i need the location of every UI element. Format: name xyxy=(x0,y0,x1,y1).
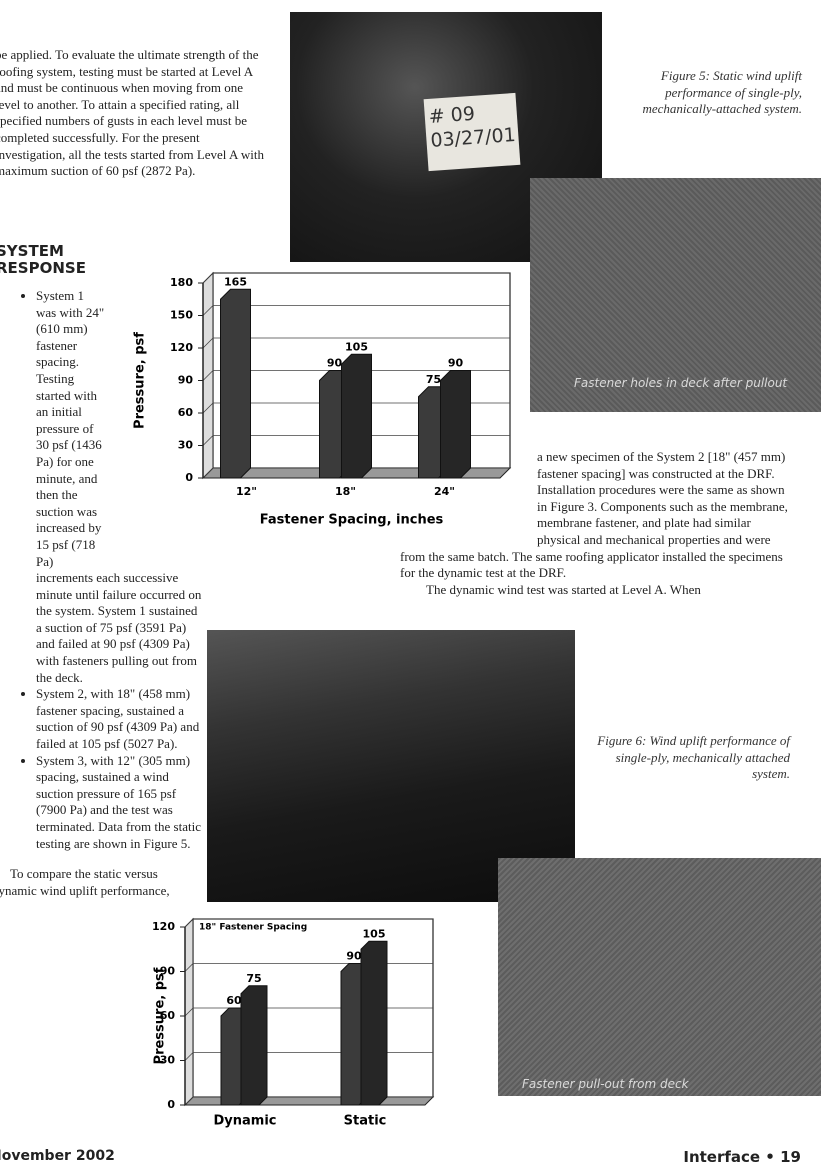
bar xyxy=(360,940,388,1106)
grid-line xyxy=(202,272,510,284)
data-label: 60 xyxy=(226,994,242,1007)
x-tick-label: 12" xyxy=(236,485,257,498)
x-tick-label: 18" xyxy=(335,485,356,498)
y-tick-label: 30 xyxy=(178,439,194,452)
x-tick-label: 24" xyxy=(434,485,455,498)
photo: Fastener pull-out from deck xyxy=(498,858,821,1096)
y-tick-label: 60 xyxy=(178,406,194,419)
x-tick-label: Dynamic xyxy=(213,1114,276,1129)
paragraph: To compare the static versus dynamic win… xyxy=(0,866,170,898)
grid-line xyxy=(202,370,510,381)
y-axis-title: Pressure, psf xyxy=(133,332,148,429)
y-tick-label: 60 xyxy=(160,1009,176,1022)
footer-page: Interface • 19 xyxy=(683,1148,801,1166)
bar xyxy=(220,288,251,479)
grid-line xyxy=(184,918,433,928)
bar xyxy=(240,985,268,1106)
grid-line xyxy=(202,435,510,446)
y-tick-label: 120 xyxy=(170,341,193,354)
x-axis-title: Fastener Spacing, inches xyxy=(260,513,444,528)
photo xyxy=(207,630,575,902)
paragraph: be applied. To evaluate the ultimate str… xyxy=(0,47,264,179)
y-tick-label: 90 xyxy=(178,374,194,387)
y-tick-label: 0 xyxy=(185,471,193,484)
data-label: 75 xyxy=(246,972,261,985)
y-tick-label: 0 xyxy=(167,1098,175,1111)
photo-caption: Fastener pull-out from deck xyxy=(522,1077,689,1091)
x-tick-label: Static xyxy=(344,1114,387,1129)
figure-caption: Figure 6: Wind uplift performance of sin… xyxy=(597,733,790,781)
bar xyxy=(440,370,471,479)
bullet: System 1 was with 24" (610 mm) fastener … xyxy=(36,288,395,686)
y-tick-label: 120 xyxy=(152,920,175,933)
paragraph: a new specimen of the System 2 [18" (457… xyxy=(400,449,788,581)
bullet: System 3, with 12" (305 mm) spacing, sus… xyxy=(36,753,395,853)
figure-caption: Figure 5: Static wind uplift performance… xyxy=(642,68,802,116)
chart-title: 18" Fastener Spacing xyxy=(199,923,307,933)
y-tick-label: 90 xyxy=(160,965,176,978)
section-heading: SYSTEM RESPONSE xyxy=(0,242,86,277)
left-column: System 1 was with 24" (610 mm) fastener … xyxy=(0,288,395,1145)
bullet-list: System 1 was with 24" (610 mm) fastener … xyxy=(0,288,395,852)
footer-date: November 2002 xyxy=(0,1148,115,1164)
data-label: 90 xyxy=(448,357,464,370)
y-axis-title: Pressure, psf xyxy=(153,967,168,1064)
data-label: 105 xyxy=(363,927,386,940)
grid-line xyxy=(202,305,510,316)
data-label: 90 xyxy=(327,357,343,370)
grid-line xyxy=(202,402,510,414)
data-label: 75 xyxy=(426,373,441,386)
data-label: 90 xyxy=(346,950,362,963)
photo: Fastener holes in deck after pullout xyxy=(530,178,821,412)
right-column: a new specimen of the System 2 [18" (457… xyxy=(400,449,792,598)
data-label: 105 xyxy=(345,340,368,353)
y-tick-label: 30 xyxy=(160,1054,176,1067)
grid-line xyxy=(202,337,510,349)
y-tick-label: 180 xyxy=(170,276,193,289)
bar xyxy=(341,353,372,479)
intro-paragraph: be applied. To evaluate the ultimate str… xyxy=(0,47,269,180)
photo-caption: Fastener holes in deck after pullout xyxy=(574,376,788,390)
data-label: 165 xyxy=(224,275,247,288)
grid-line xyxy=(202,467,510,479)
y-tick-label: 150 xyxy=(170,309,193,322)
paragraph: The dynamic wind test was started at Lev… xyxy=(426,581,701,597)
bullet: System 2, with 18" (458 mm) fastener spa… xyxy=(36,686,395,752)
